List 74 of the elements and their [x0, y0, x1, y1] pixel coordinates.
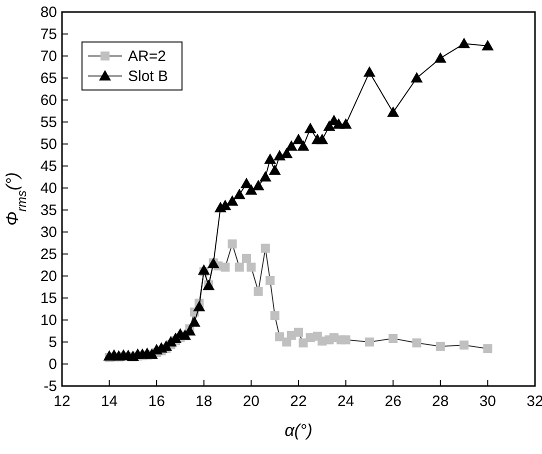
point — [482, 40, 494, 50]
point — [264, 153, 276, 164]
point — [274, 150, 286, 160]
point — [266, 276, 275, 285]
point — [292, 134, 304, 144]
point — [341, 335, 350, 344]
x-tick-label: 24 — [337, 393, 354, 410]
x-tick-label: 12 — [54, 393, 70, 410]
y-tick-label: 65 — [40, 70, 57, 87]
y-tick-label: 0 — [48, 356, 57, 373]
point — [434, 52, 446, 63]
y-tick-label: 25 — [40, 246, 57, 263]
point — [228, 239, 237, 248]
y-tick-label: 20 — [40, 268, 57, 285]
y-tick-label: 75 — [40, 26, 57, 43]
y-tick-label: 80 — [40, 4, 57, 21]
point — [387, 106, 400, 117]
y-tick-label: 15 — [40, 290, 57, 307]
x-tick-label: 18 — [196, 393, 212, 410]
x-tick-label: 20 — [242, 393, 260, 410]
point — [270, 311, 280, 320]
y-tick-label: 45 — [40, 158, 57, 175]
point — [226, 195, 238, 206]
point — [323, 120, 336, 131]
x-tick-label: 14 — [100, 393, 118, 410]
x-tick-label: 28 — [432, 393, 449, 410]
point — [234, 262, 244, 272]
point — [240, 178, 252, 188]
point — [193, 300, 206, 312]
point — [245, 184, 258, 195]
point — [254, 286, 263, 296]
point — [268, 164, 281, 175]
point — [410, 72, 423, 82]
y-tick-label: 70 — [40, 48, 57, 65]
y-tick-label: 5 — [48, 334, 57, 351]
point — [458, 38, 470, 48]
point — [304, 122, 316, 134]
legend-label: AR=2 — [128, 48, 166, 65]
y-tick-label: 40 — [40, 180, 57, 197]
point — [316, 134, 328, 144]
x-tick-label: 16 — [148, 393, 165, 410]
y-tick-label: 10 — [40, 312, 57, 329]
y-tick-label: -5 — [44, 378, 57, 395]
point — [275, 332, 284, 342]
point — [233, 188, 246, 200]
point — [260, 244, 270, 253]
x-tick-label: 22 — [290, 393, 307, 410]
point — [246, 262, 256, 272]
x-axis-title: α(°) — [284, 421, 312, 440]
point — [436, 342, 445, 351]
y-tick-label: 30 — [40, 224, 57, 241]
y-tick-label: 55 — [40, 114, 57, 131]
point — [412, 338, 422, 348]
point — [298, 338, 308, 348]
point — [188, 316, 200, 327]
x-tick-label: 26 — [384, 393, 402, 410]
point — [259, 171, 272, 182]
point — [460, 340, 469, 350]
y-tick-label: 50 — [40, 136, 57, 153]
point — [364, 338, 374, 346]
point — [363, 66, 376, 77]
point — [220, 262, 230, 272]
point — [483, 344, 492, 354]
point — [242, 254, 251, 263]
legend-label: Slot B — [128, 68, 168, 85]
x-tick-label: 30 — [479, 393, 496, 410]
point — [252, 180, 264, 190]
y-tick-label: 60 — [40, 92, 57, 109]
point — [198, 264, 210, 275]
point — [297, 140, 310, 151]
point — [294, 328, 303, 337]
point — [340, 118, 352, 129]
y-tick-label: 35 — [40, 202, 57, 219]
point — [388, 334, 398, 343]
